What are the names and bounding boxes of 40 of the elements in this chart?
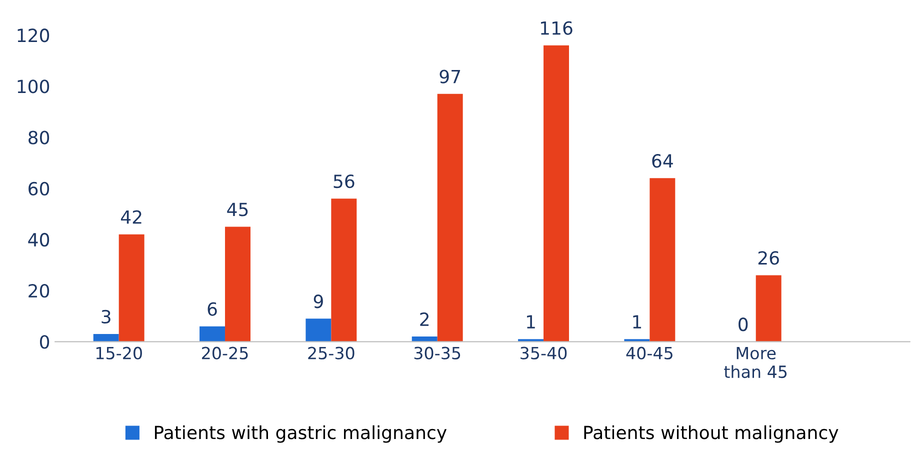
data-label: 1 [633,315,642,328]
y-tick-label: 60 [28,182,50,196]
x-tick-label: 40-45 [626,346,672,360]
x-tick-label: 25-30 [308,346,354,360]
bar [756,275,782,342]
data-label: 45 [227,202,248,216]
x-tick-label: 30-35 [414,346,460,360]
bar [93,334,119,342]
data-label: 0 [738,318,748,332]
bar [437,94,463,342]
data-label: 1 [527,315,535,328]
bar [200,326,226,342]
bar [225,226,250,342]
y-tick-label: 120 [18,28,50,42]
x-tick-label: 15-20 [96,346,142,360]
y-tick-label: 80 [28,130,50,144]
x-tick-label: More than 45 [724,347,787,378]
data-label: 26 [758,251,779,265]
y-tick-label: 100 [18,80,50,94]
data-label: 56 [334,174,354,188]
data-label: 9 [314,294,323,308]
y-tick-label: 0 [40,335,50,349]
x-tick-label: 35-40 [520,346,567,360]
x-tick-label: 20-25 [202,346,248,360]
data-label: 3 [102,310,110,324]
data-label: 64 [652,154,673,168]
bar [650,178,676,342]
data-label: 97 [440,70,460,84]
data-label: 6 [208,302,217,316]
bar [331,198,357,342]
data-label: 42 [120,210,142,224]
data-label: 2 [420,312,429,326]
legend-label: Patients without malignancy [584,425,838,443]
legend-label: Patients with gastric malignancy [154,425,447,443]
y-tick-label: 40 [28,232,50,247]
data-label: 116 [541,21,572,35]
bar [544,45,570,342]
bar [306,318,332,342]
y-tick-label: 20 [28,284,50,298]
bar [118,234,144,342]
